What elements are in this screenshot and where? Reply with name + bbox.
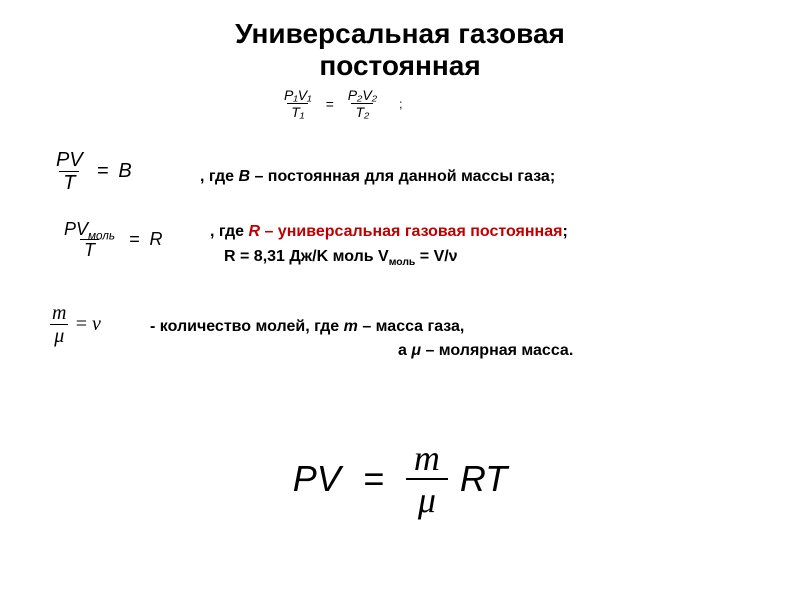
semicolon: ; <box>399 97 402 111</box>
prefix: а <box>398 342 411 359</box>
den: T <box>59 171 79 193</box>
prefix: - количество молей, где <box>150 318 344 335</box>
prefix: , где <box>210 223 248 240</box>
frac: PV T <box>52 150 87 193</box>
text: R = 8,31 Дж/K моль V <box>224 248 389 265</box>
num: m <box>406 440 448 480</box>
frac: m μ <box>48 303 70 346</box>
var: m <box>344 318 358 335</box>
var: μ <box>411 342 421 359</box>
equation-nu: m μ = ν <box>48 303 101 346</box>
num: PVмоль <box>60 220 119 239</box>
num: PV <box>52 150 87 171</box>
title-line2: постоянная <box>319 50 480 81</box>
red-text: – универсальная газовая постоянная <box>260 223 562 240</box>
num: P₁V₁ <box>280 88 316 103</box>
equation-final: PV = m μ RT <box>0 440 800 518</box>
rest: = V/ν <box>415 248 457 265</box>
equals: = <box>326 96 334 112</box>
frac-right: P₂V₂ T₂ <box>344 88 381 119</box>
equation-R: PVмоль T = R <box>60 220 163 259</box>
frac: PVмоль T <box>60 220 119 259</box>
equals: = <box>97 160 109 183</box>
equals: = <box>74 313 88 336</box>
sub: моль <box>389 257 416 268</box>
equals: = <box>363 458 384 500</box>
rest: – постоянная для данной массы газа; <box>250 168 555 185</box>
semicolon: ; <box>562 223 567 240</box>
frac-left: P₁V₁ T₁ <box>280 88 316 119</box>
num: P₂V₂ <box>344 88 381 103</box>
desc-B: , где B – постоянная для данной массы га… <box>200 168 555 186</box>
den: T₁ <box>287 103 308 119</box>
equation-combined-gas-law: P₁V₁ T₁ = P₂V₂ T₂ ; <box>280 88 402 119</box>
slide-title: Универсальная газовая постоянная <box>0 0 800 82</box>
den: μ <box>50 324 68 346</box>
rhs: R <box>150 229 163 250</box>
var: R <box>248 223 260 240</box>
equals: = <box>129 229 140 250</box>
lhs: PV <box>293 458 341 500</box>
prefix: , где <box>200 168 238 185</box>
rest: – масса газа, <box>358 318 465 335</box>
desc-nu-line2: а μ – молярная масса. <box>398 342 573 360</box>
frac: m μ <box>406 440 448 518</box>
den: T₂ <box>351 103 373 119</box>
var: B <box>238 168 250 185</box>
rhs: B <box>118 160 131 183</box>
den: T <box>80 239 99 259</box>
num: m <box>48 303 70 324</box>
rest: – молярная масса. <box>421 342 573 359</box>
equation-B: PV T = B <box>52 150 132 193</box>
title-line1: Универсальная газовая <box>235 18 565 49</box>
rhs: RT <box>460 458 507 500</box>
desc-R-line1: , где R – универсальная газовая постоянн… <box>210 223 568 241</box>
den: μ <box>410 480 444 518</box>
rhs: ν <box>92 313 101 336</box>
desc-R-line2: R = 8,31 Дж/K моль Vмоль = V/ν <box>224 248 458 266</box>
desc-nu-line1: - количество молей, где m – масса газа, <box>150 318 464 336</box>
